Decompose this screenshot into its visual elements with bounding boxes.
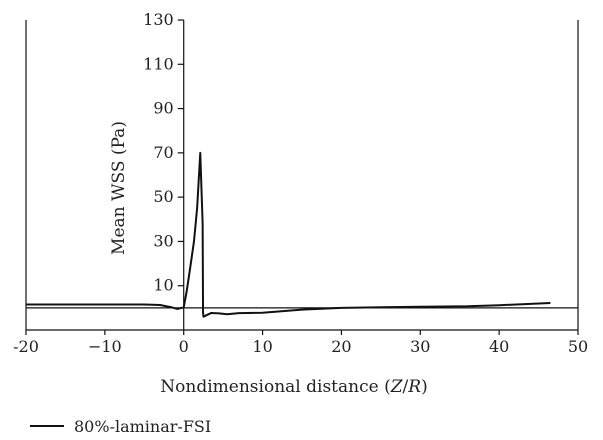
axes bbox=[25, 19, 579, 335]
x-tick-label: 10 bbox=[252, 337, 272, 356]
x-tick-label: 30 bbox=[410, 337, 430, 356]
y-axis-title: Mean WSS (Pa) bbox=[109, 121, 129, 255]
x-tick-label: −10 bbox=[88, 337, 122, 356]
y-tick-label: 70 bbox=[153, 143, 173, 162]
y-tick-label: 110 bbox=[143, 54, 174, 73]
y-tick-label: 90 bbox=[153, 99, 173, 118]
y-tick-label: 30 bbox=[153, 231, 173, 250]
x-tick-label: 50 bbox=[568, 337, 588, 356]
x-tick-labels: -20 −10 0 10 20 30 40 50 bbox=[13, 337, 588, 356]
series-line bbox=[26, 151, 551, 318]
y-tick-label: 10 bbox=[153, 276, 173, 295]
x-tick-label: 0 bbox=[179, 337, 189, 356]
legend: 80%-laminar-FSI bbox=[30, 417, 211, 436]
series-layer bbox=[26, 151, 551, 318]
y-tick-label: 50 bbox=[153, 187, 173, 206]
y-tick-labels: 10 30 50 70 90 110 130 bbox=[143, 10, 174, 295]
x-axis-title: Nondimensional distance (Z/R) bbox=[160, 377, 427, 397]
y-tick-label: 130 bbox=[143, 10, 174, 29]
x-tick-label: 40 bbox=[489, 337, 509, 356]
x-tick-label: 20 bbox=[331, 337, 351, 356]
x-tick-label: -20 bbox=[13, 337, 39, 356]
legend-label: 80%-laminar-FSI bbox=[74, 417, 211, 436]
